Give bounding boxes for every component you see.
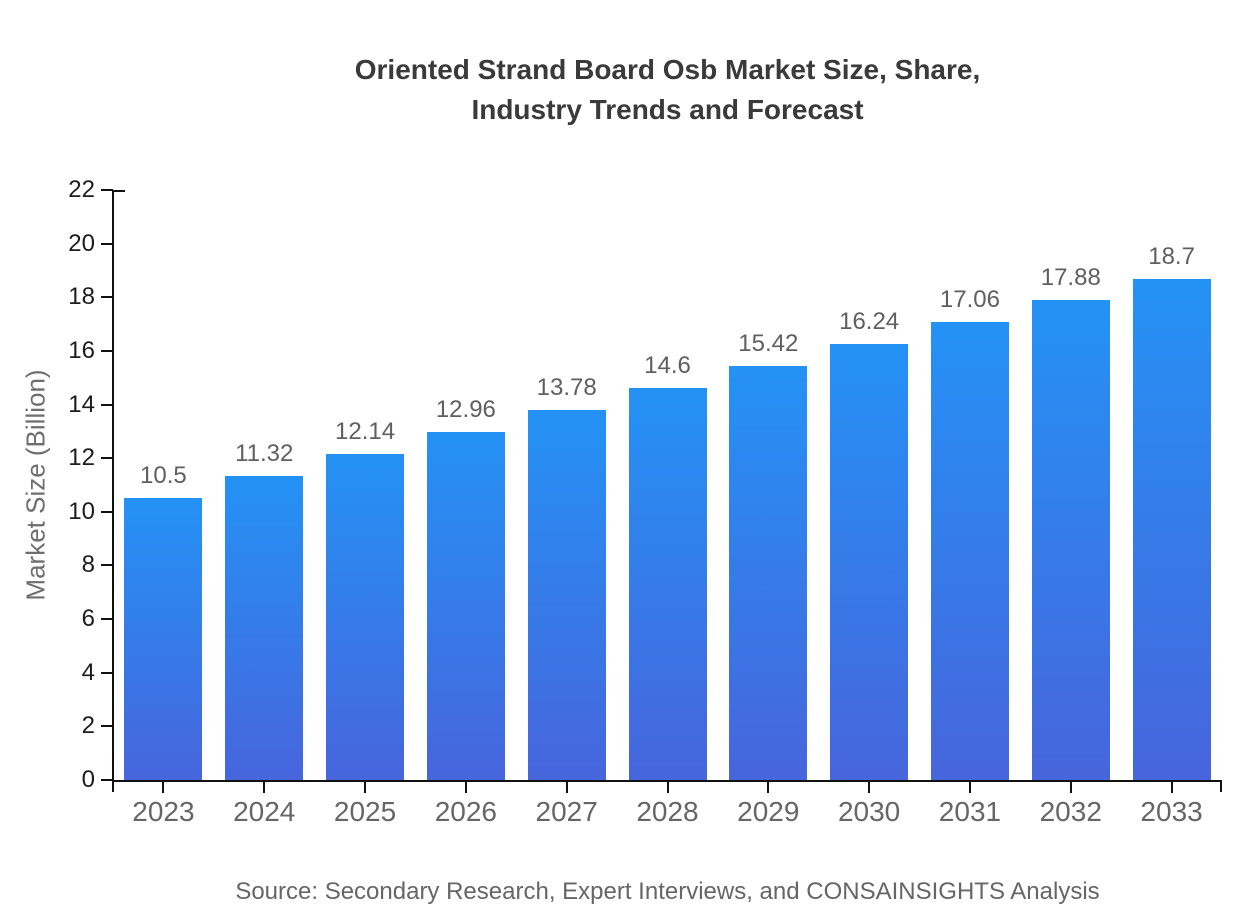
x-tick-label: 2031 (938, 796, 1002, 827)
bar-value-label: 16.24 (839, 308, 900, 336)
x-tick-mark (464, 782, 467, 793)
x-tick-label: 2028 (636, 796, 699, 827)
bar-value-label: 14.6 (644, 352, 691, 380)
y-tick-label: 22 (68, 176, 95, 203)
bar-value-label: 12.96 (435, 396, 496, 424)
y-tick-mark (101, 779, 113, 781)
x-tick-mark (162, 782, 165, 793)
bar-2028 (628, 388, 707, 780)
bar-value-label: 11.32 (235, 440, 294, 468)
y-tick-mark (101, 457, 113, 460)
y-tick-mark (101, 510, 113, 513)
chart-title-line: Industry Trends and Forecast (471, 94, 864, 125)
x-tick-label: 2025 (333, 796, 397, 827)
y-tick-mark (101, 242, 113, 245)
source-note: Source: Secondary Research, Expert Inter… (235, 878, 1100, 905)
bar-2029 (729, 366, 808, 780)
y-tick-label: 18 (68, 283, 95, 311)
bar-value-label: 13.78 (536, 374, 597, 402)
y-tick-label: 20 (68, 229, 95, 257)
x-tick-mark (263, 782, 266, 793)
bar-value-label: 10.5 (140, 462, 187, 490)
bar-value-label: 17.06 (939, 286, 1000, 314)
x-tick-mark (968, 782, 971, 793)
bar-2032 (1031, 300, 1110, 780)
y-axis-top-cap (112, 190, 125, 192)
x-tick-mark (565, 782, 568, 793)
y-tick-mark (101, 296, 113, 299)
x-tick-label: 2029 (737, 796, 800, 827)
x-tick-label: 2033 (1140, 796, 1203, 827)
y-tick-label: 14 (68, 390, 95, 418)
y-tick-label: 0 (81, 766, 95, 793)
x-tick-mark (767, 782, 770, 793)
bar-value-label: 12.14 (335, 418, 396, 446)
y-axis-line (112, 190, 114, 782)
bar-2030 (830, 344, 909, 780)
x-axis-corner-tick (112, 780, 114, 792)
chart-title: Oriented Strand Board Osb Market Size, S… (113, 50, 1222, 130)
bar-2031 (930, 322, 1009, 780)
bar-2033 (1132, 278, 1211, 780)
x-axis-end-tick (1220, 780, 1222, 792)
bar-2025 (326, 454, 405, 780)
y-tick-mark (101, 349, 113, 352)
x-tick-label: 2027 (535, 796, 598, 827)
x-tick-mark (1069, 782, 1072, 793)
bar-2023 (124, 498, 203, 780)
bar-value-label: 15.42 (738, 330, 799, 358)
y-tick-label: 16 (68, 336, 95, 364)
y-tick-label: 2 (81, 712, 95, 740)
y-tick-mark (101, 564, 113, 567)
x-tick-mark (868, 782, 871, 793)
x-axis-line (112, 780, 1222, 782)
bar-value-label: 17.88 (1040, 264, 1101, 292)
y-tick-label: 10 (68, 497, 95, 525)
bar-2024 (225, 476, 304, 780)
y-tick-mark (101, 671, 113, 674)
bar-2027 (527, 410, 606, 780)
x-tick-label: 2030 (837, 796, 901, 827)
y-tick-mark (101, 725, 113, 728)
x-tick-label: 2023 (132, 796, 195, 827)
chart-title-line: Oriented Strand Board Osb Market Size, S… (354, 54, 981, 85)
x-tick-mark (364, 782, 367, 793)
y-tick-mark (101, 618, 113, 621)
x-tick-label: 2032 (1039, 796, 1102, 827)
bar-value-label: 18.7 (1148, 242, 1195, 270)
x-tick-label: 2024 (233, 796, 296, 827)
y-tick-label: 4 (81, 658, 95, 686)
bar-2026 (426, 432, 505, 780)
x-tick-mark (1170, 782, 1173, 793)
y-tick-label: 12 (68, 444, 95, 472)
x-tick-mark (666, 782, 669, 793)
y-tick-label: 6 (81, 605, 95, 633)
y-tick-mark (101, 189, 113, 191)
x-tick-label: 2026 (434, 796, 497, 827)
y-tick-mark (101, 403, 113, 406)
y-tick-label: 8 (81, 551, 95, 579)
